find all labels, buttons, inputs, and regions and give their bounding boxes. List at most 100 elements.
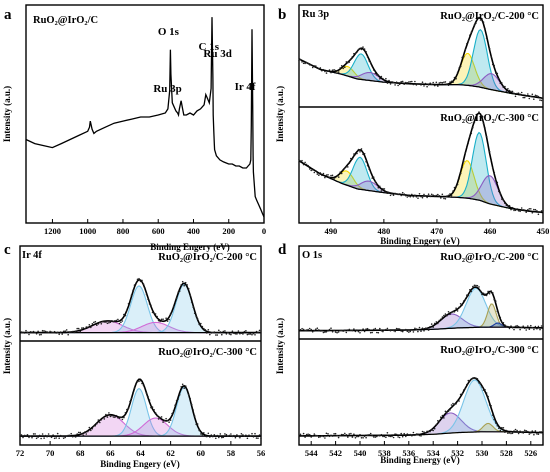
x-tick-label: 70 [46, 448, 55, 458]
data-point [389, 194, 392, 197]
data-point [446, 195, 448, 197]
data-point [23, 332, 26, 334]
data-point [443, 197, 445, 200]
data-point [392, 81, 395, 84]
data-point [447, 194, 450, 197]
data-point [347, 61, 349, 64]
data-point [406, 433, 409, 435]
data-point [22, 436, 24, 439]
data-point [233, 332, 235, 335]
data-point [459, 393, 462, 396]
data-point [356, 152, 358, 155]
data-point [216, 334, 219, 336]
data-point [382, 187, 384, 190]
data-point [368, 168, 371, 170]
data-point [411, 193, 413, 196]
data-point [395, 433, 398, 436]
fit-peak-fill [299, 413, 543, 436]
data-point [401, 435, 404, 438]
data-point [100, 323, 103, 325]
data-point [304, 329, 306, 332]
data-point [403, 432, 406, 435]
data-point [409, 195, 412, 198]
data-point [359, 48, 361, 50]
data-point [153, 409, 155, 411]
data-point [406, 196, 409, 198]
data-point [501, 426, 503, 429]
data-point [325, 72, 328, 74]
data-point [43, 330, 45, 332]
data-point [62, 437, 65, 440]
data-point [345, 331, 348, 334]
x-tick-label: 1000 [79, 226, 96, 236]
y-axis-label: Intensity (a.u.) [275, 86, 285, 142]
data-point [469, 136, 471, 138]
data-point [144, 287, 146, 289]
data-point [177, 398, 179, 400]
data-point [537, 213, 540, 216]
data-point [195, 423, 197, 426]
fit-peak-fill [299, 157, 543, 213]
data-point [397, 193, 399, 196]
data-point [230, 333, 232, 336]
data-point [102, 320, 104, 323]
data-point [453, 403, 456, 406]
data-point [198, 323, 200, 326]
data-point [472, 377, 474, 380]
data-point [513, 92, 515, 95]
x-tick-label: 1200 [44, 226, 61, 236]
data-point [334, 331, 337, 333]
data-point [357, 435, 360, 438]
data-point [464, 387, 467, 390]
data-point [446, 411, 448, 414]
data-point [175, 400, 178, 402]
data-point [219, 331, 222, 333]
data-point [462, 55, 465, 58]
data-point [302, 163, 305, 166]
data-point [525, 95, 527, 97]
data-point [408, 433, 410, 436]
data-point [473, 284, 476, 287]
data-point [418, 193, 421, 195]
data-point [513, 328, 515, 331]
data-point [175, 297, 178, 300]
data-point [322, 435, 325, 438]
data-point [490, 159, 493, 161]
data-point [318, 329, 320, 331]
data-point [236, 434, 238, 436]
data-point [348, 162, 351, 165]
data-point [213, 434, 216, 436]
data-point [81, 327, 83, 329]
data-point [435, 423, 438, 426]
data-point [73, 435, 75, 438]
data-point [62, 330, 65, 333]
data-point [490, 405, 492, 407]
data-point [470, 378, 473, 380]
data-point [64, 436, 66, 439]
data-point [307, 328, 309, 331]
data-point [351, 56, 354, 58]
data-point [29, 435, 32, 438]
data-point [466, 383, 468, 386]
data-point [418, 326, 421, 329]
data-point [421, 196, 424, 199]
data-point [376, 74, 378, 76]
x-tick-label: 56 [257, 448, 266, 458]
data-point [327, 330, 329, 332]
data-point [257, 331, 259, 334]
data-point [56, 432, 59, 435]
data-point [412, 431, 415, 434]
x-tick-label: 528 [500, 448, 513, 458]
data-point [459, 65, 462, 68]
data-point [476, 378, 479, 380]
data-point [324, 176, 326, 179]
data-point [450, 311, 453, 314]
data-point [496, 72, 499, 75]
data-point [328, 176, 331, 179]
data-point [417, 330, 419, 333]
data-point [397, 328, 399, 330]
data-point [530, 432, 532, 434]
data-point [527, 93, 529, 95]
data-point [444, 81, 447, 83]
